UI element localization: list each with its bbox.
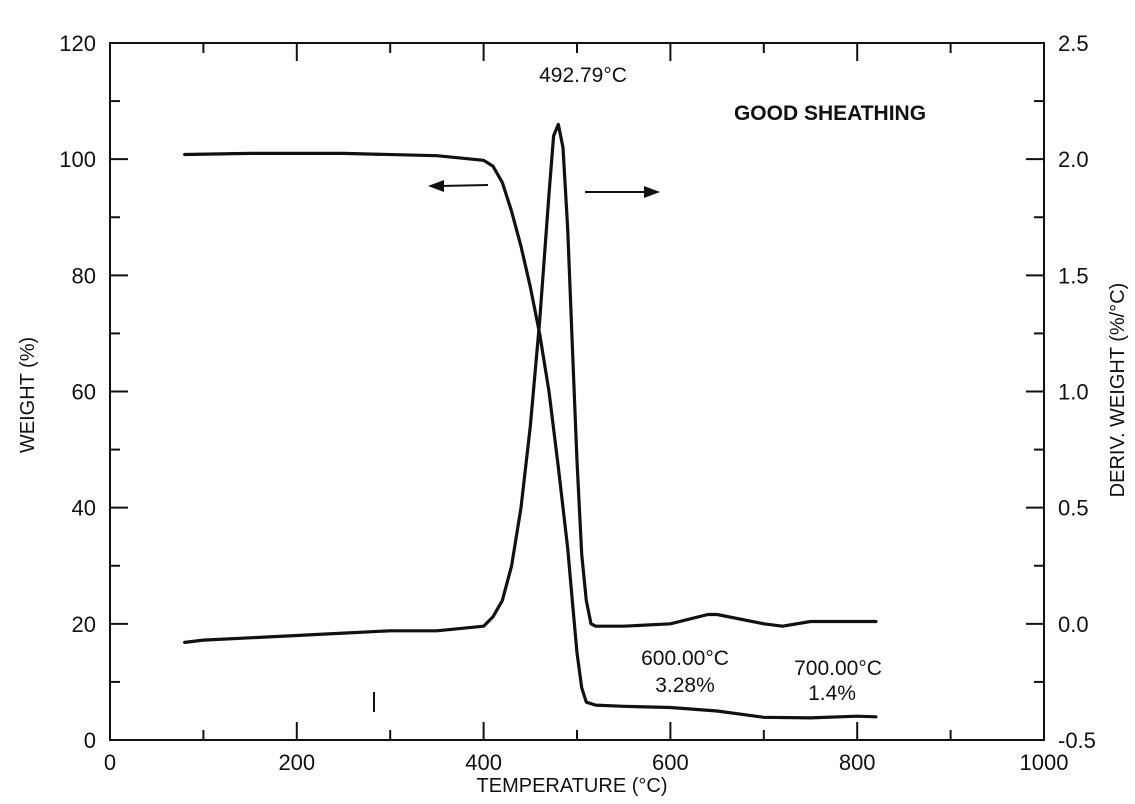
x-tick-label: 0 bbox=[104, 750, 116, 775]
series bbox=[183, 122, 878, 720]
tick-labels: 0 200 400 600 800 1000 0 20 40 60 80 100 120 -0.5 0.0 0… bbox=[59, 31, 1096, 775]
x-tick-label: 200 bbox=[278, 750, 315, 775]
y-tick-label-left: 60 bbox=[72, 380, 96, 405]
annotation-600-temp: 600.00°C bbox=[641, 647, 729, 670]
y-axis-title-right: DERIV. WEIGHT (%/°C) bbox=[1107, 283, 1129, 498]
annotation-700-pct: 1.4% bbox=[808, 682, 856, 705]
y-tick-label-left: 80 bbox=[72, 263, 96, 288]
y-tick-label-right: 1.0 bbox=[1058, 380, 1089, 405]
x-tick-label: 600 bbox=[652, 750, 689, 775]
y-axis-title-left: WEIGHT (%) bbox=[17, 337, 39, 453]
x-tick-label: 800 bbox=[839, 750, 876, 775]
axis-ticks bbox=[109, 42, 1045, 741]
y-tick-label-left: 0 bbox=[84, 728, 96, 753]
chart-title: GOOD SHEATHING bbox=[734, 102, 926, 125]
y-tick-label-left: 100 bbox=[59, 147, 96, 172]
y-tick-label-right: 0.0 bbox=[1058, 612, 1089, 637]
annotation-700-temp: 700.00°C bbox=[794, 657, 882, 680]
y-tick-label-right: 2.5 bbox=[1058, 31, 1089, 56]
annotation-600-pct: 3.28% bbox=[655, 674, 715, 697]
y-tick-label-right: 2.0 bbox=[1058, 147, 1089, 172]
x-tick-label: 1000 bbox=[1020, 750, 1069, 775]
arrow-right bbox=[585, 186, 660, 198]
x-axis-title: TEMPERATURE (°C) bbox=[477, 775, 668, 797]
y-tick-label-left: 20 bbox=[72, 612, 96, 637]
arrow-left bbox=[428, 180, 489, 192]
derivative-weight-line bbox=[183, 122, 878, 644]
x-tick-label: 400 bbox=[465, 750, 502, 775]
weight-line bbox=[183, 151, 878, 720]
y-tick-label-right: 1.5 bbox=[1058, 263, 1089, 288]
y-tick-label-left: 120 bbox=[59, 31, 96, 56]
y-tick-label-right: 0.5 bbox=[1058, 496, 1089, 521]
annotation-peak-temp: 492.79°C bbox=[539, 64, 627, 87]
y-tick-label-left: 40 bbox=[72, 496, 96, 521]
y-tick-label-right: -0.5 bbox=[1058, 728, 1096, 753]
